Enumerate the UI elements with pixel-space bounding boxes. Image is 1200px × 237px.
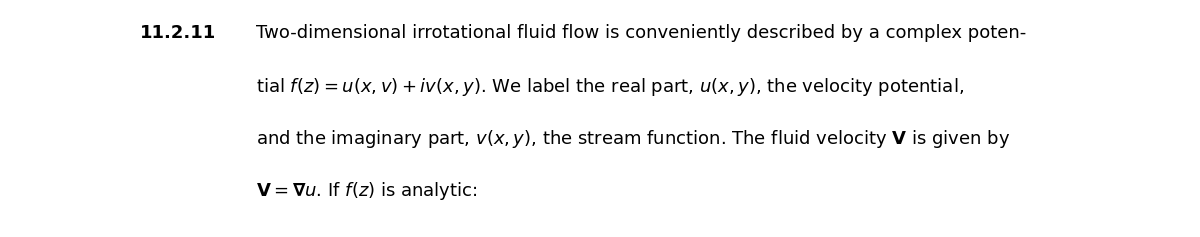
Text: tial $f(z) = u(x, v) + iv(x, y)$. We label the real part, $u(x, y)$, the velocit: tial $f(z) = u(x, v) + iv(x, y)$. We lab…	[256, 76, 964, 98]
Text: and the imaginary part, $v(x, y)$, the stream function. The fluid velocity $\mat: and the imaginary part, $v(x, y)$, the s…	[256, 128, 1010, 150]
Text: Two-dimensional irrotational fluid flow is conveniently described by a complex p: Two-dimensional irrotational fluid flow …	[256, 24, 1026, 42]
Text: 11.2.11: 11.2.11	[140, 24, 217, 42]
Text: $\mathbf{V} = \mathbf{\nabla}u$. If $f(z)$ is analytic:: $\mathbf{V} = \mathbf{\nabla}u$. If $f(z…	[256, 180, 478, 202]
